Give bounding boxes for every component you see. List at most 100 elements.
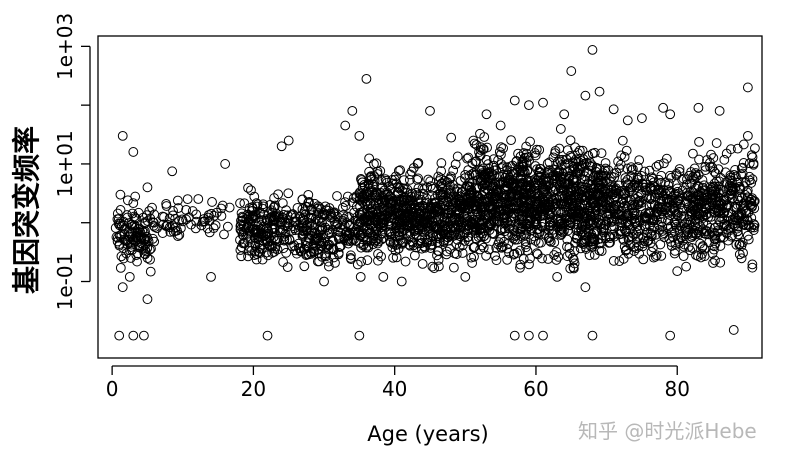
data-point	[465, 190, 475, 201]
data-point	[146, 243, 156, 254]
data-point	[425, 105, 435, 116]
data-point	[222, 221, 233, 232]
data-point	[725, 188, 736, 199]
data-point	[674, 188, 685, 199]
data-point	[697, 185, 708, 196]
data-point	[499, 205, 509, 216]
data-point	[479, 174, 489, 185]
data-point	[115, 263, 126, 273]
data-point	[647, 173, 658, 184]
data-point	[509, 95, 520, 106]
data-point	[300, 224, 311, 235]
data-point	[641, 227, 652, 238]
data-point	[500, 190, 511, 201]
data-point	[477, 228, 488, 239]
data-point	[565, 135, 576, 146]
data-point	[334, 222, 345, 233]
data-point	[364, 166, 375, 177]
data-point	[563, 215, 574, 226]
data-point	[293, 238, 304, 249]
axes-group	[97, 35, 763, 359]
data-point	[552, 271, 563, 282]
data-point	[315, 221, 326, 232]
data-point	[320, 250, 331, 261]
data-point	[159, 212, 169, 222]
data-point	[567, 207, 578, 218]
data-point	[634, 155, 645, 166]
data-point	[239, 238, 250, 249]
data-point	[433, 254, 444, 265]
y-tick-label: 1e-01	[53, 253, 77, 311]
data-point	[580, 90, 591, 101]
data-point	[392, 207, 402, 218]
data-point	[168, 206, 178, 216]
data-point	[620, 173, 631, 183]
data-point	[423, 174, 434, 185]
data-point	[268, 215, 279, 226]
data-point	[555, 206, 566, 217]
data-point	[373, 219, 384, 230]
data-point	[630, 209, 641, 219]
data-point	[539, 184, 550, 195]
data-point	[708, 153, 719, 163]
data-point	[173, 231, 183, 242]
data-point	[566, 66, 577, 76]
data-point	[740, 189, 750, 200]
data-point	[112, 236, 123, 247]
data-point	[443, 232, 454, 243]
data-point	[142, 233, 153, 244]
data-point	[427, 216, 438, 227]
data-point	[114, 330, 125, 341]
data-point	[523, 330, 534, 341]
data-point	[696, 226, 707, 237]
data-point	[600, 158, 611, 168]
data-point	[204, 215, 215, 226]
data-point	[533, 177, 543, 188]
watermark-text: 知乎 @时光派Hebe	[578, 419, 757, 443]
data-point	[724, 180, 735, 191]
data-point	[419, 210, 429, 221]
data-point	[523, 100, 534, 111]
data-point	[666, 205, 676, 216]
data-point	[145, 266, 156, 277]
data-point	[656, 196, 667, 206]
data-point	[303, 189, 314, 200]
data-point	[681, 217, 692, 228]
data-point	[306, 204, 317, 215]
data-point	[599, 170, 610, 181]
data-point	[603, 195, 614, 205]
x-tick-label: 60	[523, 377, 548, 401]
data-point	[369, 229, 380, 240]
data-point	[249, 227, 260, 238]
data-point	[359, 193, 370, 204]
data-point	[437, 221, 448, 232]
data-point	[551, 255, 562, 265]
data-point	[685, 245, 696, 256]
data-point	[562, 251, 573, 262]
data-point	[667, 227, 677, 238]
data-point	[700, 161, 711, 172]
data-point	[700, 210, 711, 221]
data-point	[522, 180, 533, 191]
data-point	[633, 231, 644, 242]
data-point	[581, 244, 592, 254]
data-point	[136, 242, 146, 253]
data-point	[467, 258, 478, 268]
data-point	[373, 248, 383, 259]
data-point	[380, 205, 391, 216]
data-point	[142, 253, 153, 264]
data-point	[562, 145, 573, 155]
data-point	[269, 202, 280, 212]
data-point	[538, 97, 548, 108]
data-point	[508, 225, 519, 236]
data-point	[524, 155, 534, 166]
data-point	[577, 145, 588, 156]
data-point	[474, 225, 485, 236]
data-point	[330, 257, 340, 268]
data-point	[747, 259, 758, 270]
data-point	[706, 149, 716, 160]
data-point	[588, 232, 599, 243]
data-point	[506, 216, 517, 227]
data-points	[110, 45, 760, 341]
data-point	[496, 142, 506, 153]
